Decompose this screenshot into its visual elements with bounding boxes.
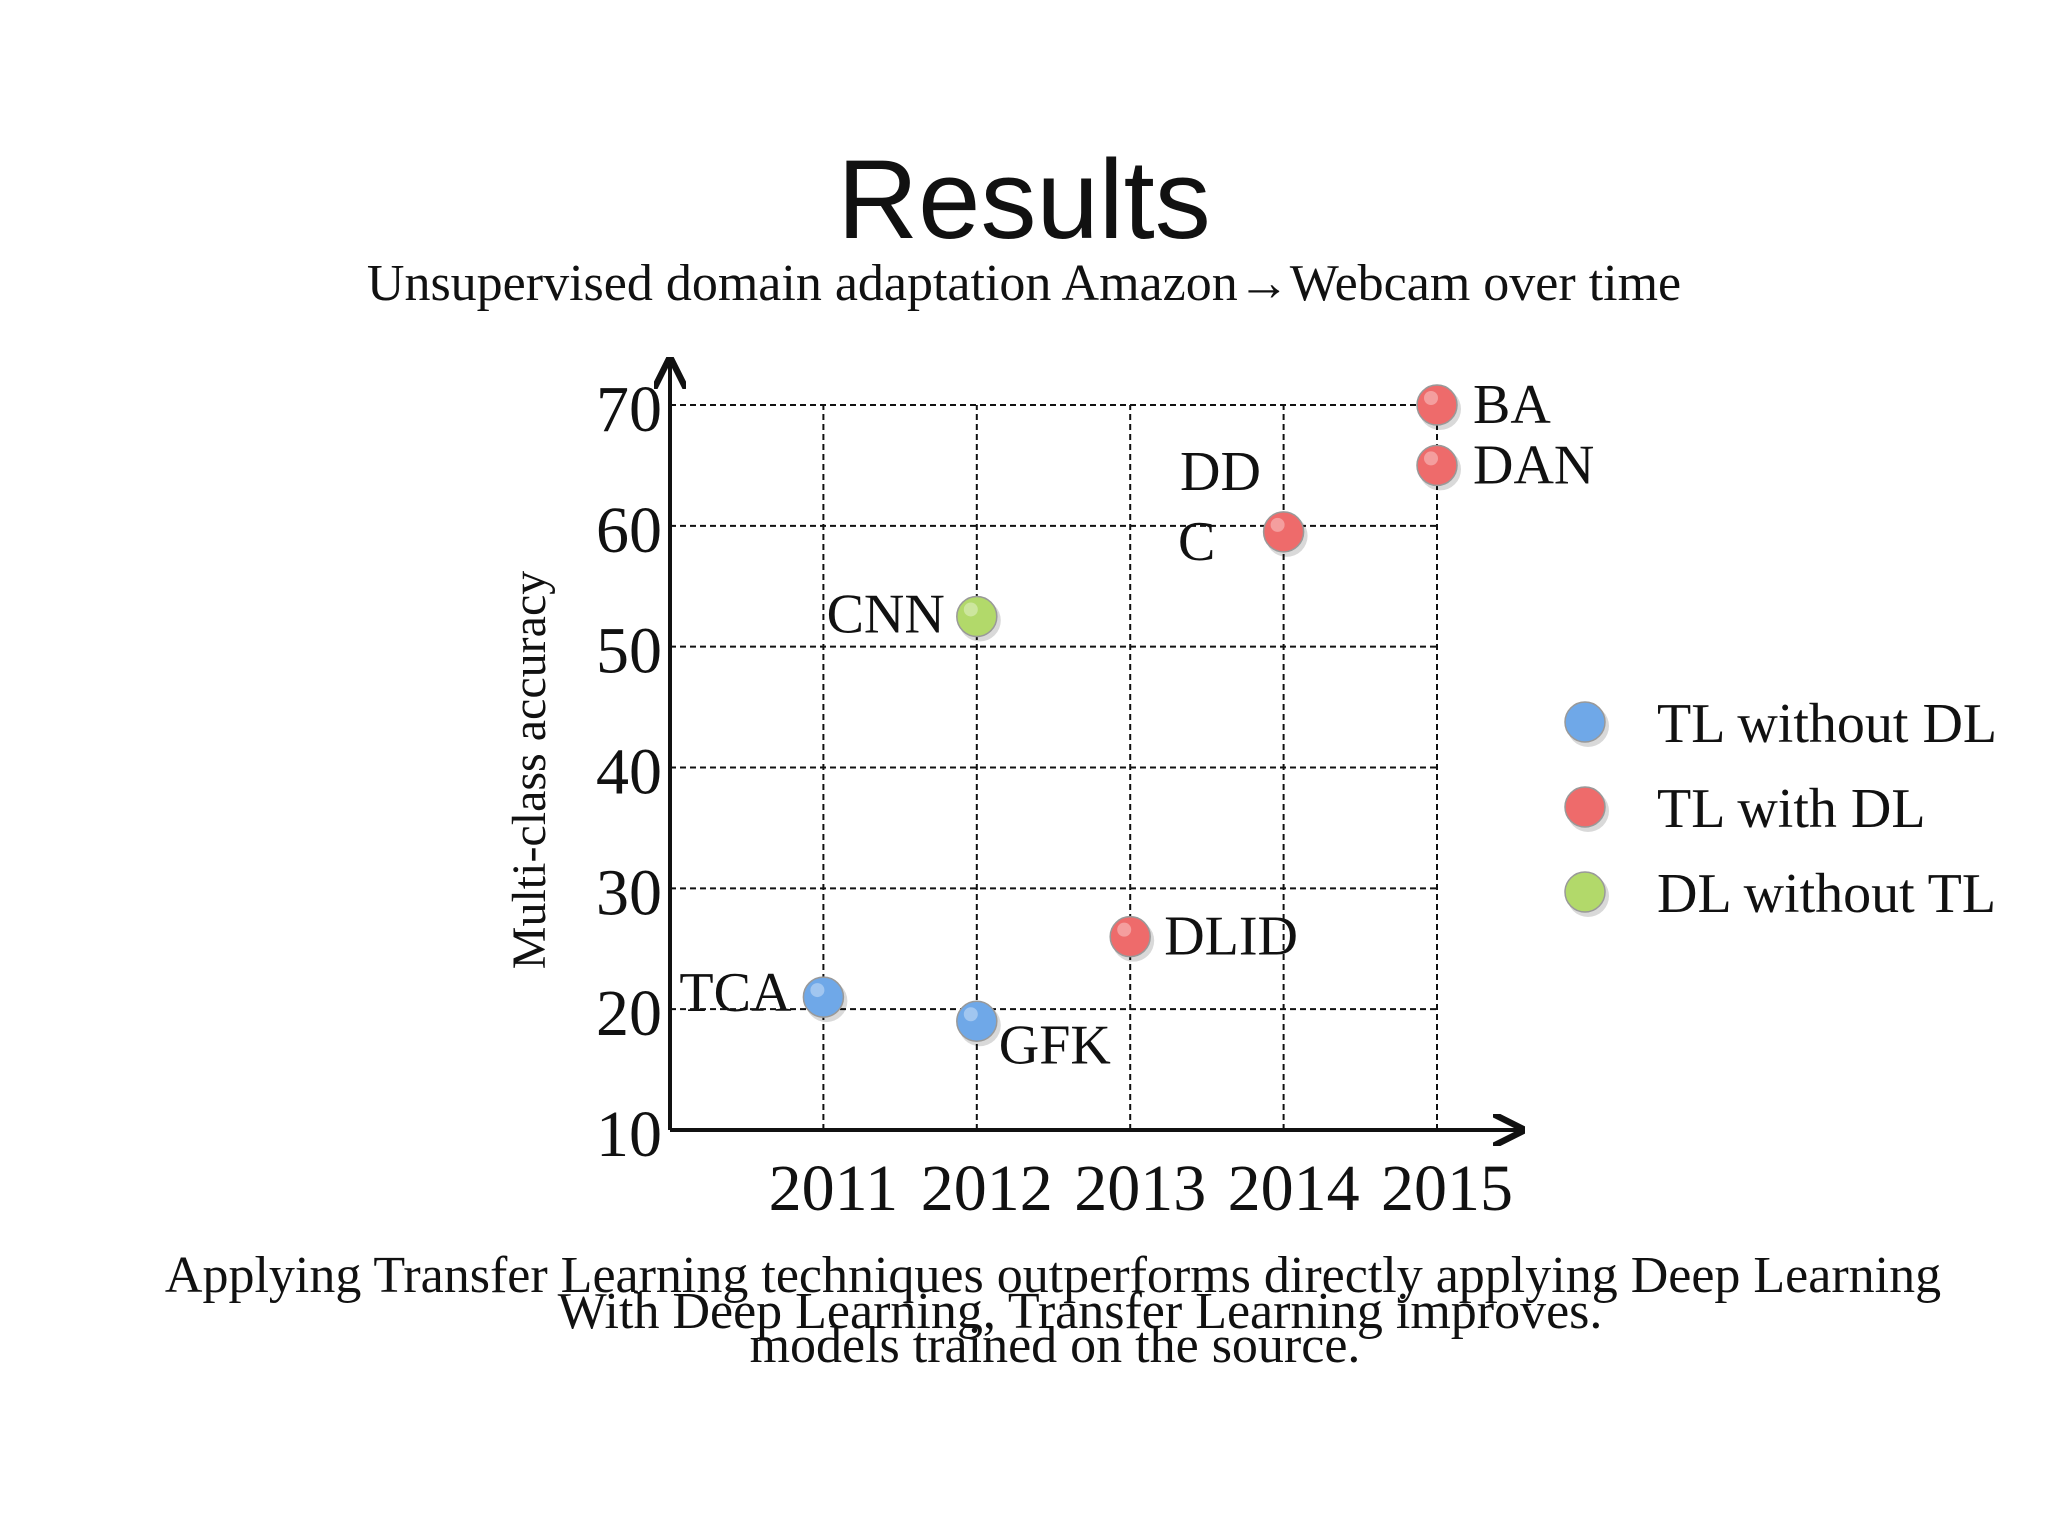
chart-legend: TL without DL TL with DL DL without TL <box>1564 693 1997 925</box>
x-tick-labels: 2011 2012 2013 2014 2015 <box>769 1152 1513 1225</box>
data-point <box>1416 444 1458 487</box>
legend-entry-label: DL without TL <box>1657 863 1996 925</box>
x-tick-label: 2011 <box>769 1152 899 1225</box>
point-label: C <box>1178 511 1215 573</box>
point-highlight <box>963 1007 978 1022</box>
y-tick-label: 40 <box>596 736 662 809</box>
x-tick-label: 2012 <box>921 1152 1053 1225</box>
caption-line-3: models trained on the source. <box>750 1317 1361 1374</box>
slide-subtitle: Unsupervised domain adaptation Amazon→We… <box>367 255 1681 312</box>
point-highlight <box>1424 451 1438 466</box>
y-tick-label: 50 <box>596 615 662 688</box>
data-point <box>1416 384 1458 426</box>
y-tick-label: 60 <box>596 494 662 567</box>
legend-entry-label: TL without DL <box>1657 693 1997 755</box>
legend-marker <box>1564 786 1606 828</box>
point-highlight <box>1424 391 1438 405</box>
legend-marker <box>1564 871 1606 913</box>
caption: Applying Transfer Learning techniques ou… <box>165 1247 1941 1374</box>
point-label: DLID <box>1164 906 1298 968</box>
point-highlight <box>1117 922 1132 937</box>
data-point <box>802 976 845 1018</box>
y-axis-label: Multi-class accuracy <box>503 571 556 969</box>
data-point <box>956 1000 998 1042</box>
y-tick-label: 20 <box>596 977 662 1050</box>
x-tick-label: 2015 <box>1381 1152 1513 1225</box>
point-label: DAN <box>1473 434 1594 496</box>
y-tick-label: 10 <box>596 1098 662 1171</box>
x-tick-label: 2014 <box>1228 1152 1360 1225</box>
data-point <box>956 595 998 638</box>
point-label: CNN <box>827 583 945 645</box>
point-highlight <box>1270 517 1285 532</box>
caption-line-2: With Deep Learning, Transfer Learning im… <box>558 1283 1603 1340</box>
legend-marker <box>1564 701 1606 743</box>
y-tick-label: 70 <box>596 373 662 446</box>
point-label: GFK <box>999 1014 1111 1076</box>
y-tick-label: 30 <box>596 856 662 929</box>
point-label: BA <box>1473 374 1551 436</box>
caption-line-1: Applying Transfer Learning techniques ou… <box>165 1247 1941 1304</box>
y-tick-labels: 10 20 30 40 50 60 70 <box>596 373 662 1171</box>
point-label: DD <box>1180 441 1261 503</box>
data-point <box>1109 915 1151 958</box>
slide-title: Results <box>837 137 1210 262</box>
point-highlight <box>810 983 825 998</box>
scatter-chart: 10 20 30 40 50 60 70 2011 2012 2013 2014 2015 Mult… <box>503 360 1594 1225</box>
data-point <box>1262 511 1305 553</box>
point-highlight <box>963 602 978 617</box>
x-tick-label: 2013 <box>1074 1152 1206 1225</box>
legend-entry-label: TL with DL <box>1657 778 1926 840</box>
point-label: TCA <box>679 962 792 1024</box>
